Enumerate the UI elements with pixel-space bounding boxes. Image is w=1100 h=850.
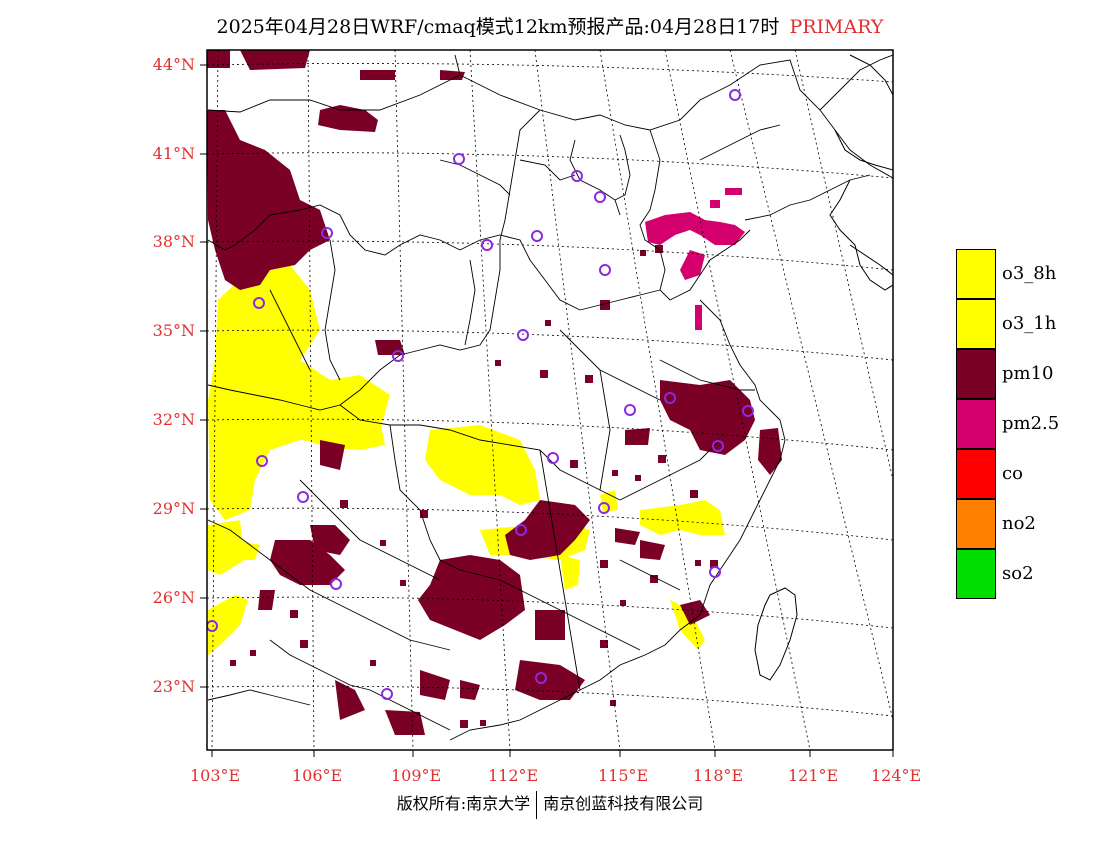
lat-label: 44°N	[152, 55, 195, 74]
lon-label: 109°E	[391, 766, 442, 785]
station-marker	[664, 392, 676, 404]
station-marker	[624, 404, 636, 416]
station-marker	[330, 578, 342, 590]
copyright-right: 南京创蓝科技有限公司	[543, 794, 704, 813]
legend-label: so2	[1002, 563, 1034, 584]
lat-label: 35°N	[152, 321, 195, 340]
station-marker	[256, 455, 268, 467]
station-marker	[515, 524, 527, 536]
lat-label: 32°N	[152, 410, 195, 429]
graticule	[207, 50, 893, 750]
station-marker	[207, 620, 218, 632]
lon-label: 106°E	[292, 766, 343, 785]
station-marker	[709, 566, 721, 578]
legend-swatch	[956, 249, 996, 299]
pm10-scatter-layer	[230, 245, 718, 728]
footer-separator	[536, 790, 538, 819]
lat-label: 26°N	[152, 588, 195, 607]
station-marker	[599, 264, 611, 276]
primary-tag: PRIMARY	[789, 16, 884, 38]
lon-label: 112°E	[488, 766, 539, 785]
copyright-left: 版权所有:南京大学	[396, 794, 531, 813]
station-marker	[712, 440, 724, 452]
station-marker	[742, 405, 754, 417]
lat-label: 41°N	[152, 144, 195, 163]
legend-label: o3_8h	[1002, 263, 1057, 284]
station-marker	[571, 170, 583, 182]
lat-label: 29°N	[152, 499, 195, 518]
legend-label: pm10	[1002, 363, 1054, 384]
legend-label: pm2.5	[1002, 413, 1060, 434]
legend-label: co	[1002, 463, 1023, 484]
station-marker	[598, 502, 610, 514]
lon-label: 121°E	[788, 766, 839, 785]
lat-label: 23°N	[152, 677, 195, 696]
copyright-footer: 版权所有:南京大学 南京创蓝科技有限公司	[0, 790, 1100, 819]
legend-swatch	[956, 349, 996, 399]
legend-swatch	[956, 499, 996, 549]
map-title: 2025年04月28日WRF/cmaq模式12km预报产品:04月28日17时 P…	[0, 12, 1100, 39]
station-marker	[453, 153, 465, 165]
station-marker	[392, 350, 404, 362]
station-marker	[535, 672, 547, 684]
coastline	[754, 54, 893, 681]
legend-label: no2	[1002, 513, 1036, 534]
lon-label: 118°E	[693, 766, 744, 785]
legend-swatch	[956, 549, 996, 599]
lon-label: 103°E	[190, 766, 241, 785]
station-marker	[531, 230, 543, 242]
station-marker	[297, 491, 309, 503]
o3-region-layer	[208, 265, 725, 655]
pm10-region-layer	[207, 50, 782, 735]
legend-swatch	[956, 299, 996, 349]
lon-label: 124°E	[871, 766, 922, 785]
legend-label: o3_1h	[1002, 313, 1057, 334]
lon-label: 115°E	[598, 766, 649, 785]
map-frame	[206, 49, 894, 751]
title-text: 2025年04月28日WRF/cmaq模式12km预报产品:04月28日17时	[216, 16, 780, 38]
monitoring-stations	[207, 89, 754, 700]
station-marker	[321, 227, 333, 239]
pm25-region-layer	[645, 188, 745, 330]
legend-swatch	[956, 449, 996, 499]
station-marker	[481, 239, 493, 251]
station-marker	[517, 329, 529, 341]
legend-swatch	[956, 399, 996, 449]
station-marker	[594, 191, 606, 203]
station-marker	[253, 297, 265, 309]
station-marker	[547, 452, 559, 464]
axis-ticks	[200, 64, 894, 757]
station-marker	[381, 688, 393, 700]
lat-label: 38°N	[152, 232, 195, 251]
station-marker	[729, 89, 741, 101]
